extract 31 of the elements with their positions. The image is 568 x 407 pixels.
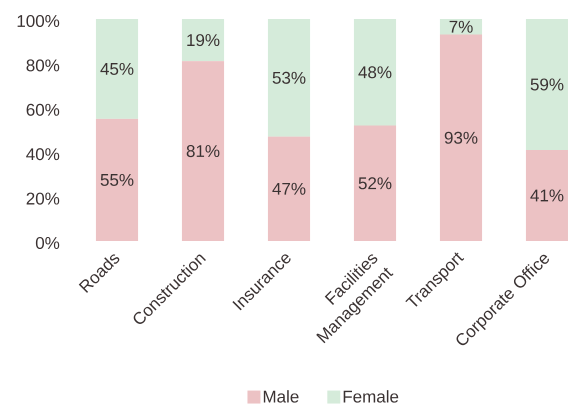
data-label: 45% — [100, 62, 134, 75]
data-label: 47% — [272, 182, 306, 195]
data-label: 41% — [530, 190, 564, 202]
bar — [182, 61, 224, 241]
data-label: 59% — [530, 78, 564, 91]
bar — [440, 34, 482, 241]
data-label: 81% — [186, 145, 220, 158]
data-label: 52% — [358, 177, 392, 190]
data-label: 53% — [272, 72, 306, 84]
bar — [526, 150, 568, 241]
bar — [96, 19, 138, 119]
bar — [526, 19, 568, 150]
data-label: 55% — [100, 174, 134, 186]
bar — [354, 126, 396, 241]
data-label: 48% — [358, 66, 392, 78]
y-tick-label: 80% — [26, 59, 60, 72]
bar — [268, 19, 310, 137]
bar — [268, 136, 310, 241]
y-tick-label: 20% — [26, 192, 60, 205]
legend-label: Male — [264, 390, 299, 403]
y-tick-label: 100% — [18, 14, 60, 28]
legend-label: Female — [344, 390, 398, 403]
bar — [354, 19, 396, 126]
bar — [96, 118, 138, 241]
bar — [182, 19, 224, 62]
y-tick-label: 60% — [26, 104, 60, 116]
y-tick-label: 0% — [36, 236, 60, 250]
data-label: 19% — [187, 34, 220, 46]
data-label: 7% — [450, 20, 473, 33]
data-label: 93% — [444, 132, 478, 144]
y-tick-label: 40% — [26, 148, 60, 160]
